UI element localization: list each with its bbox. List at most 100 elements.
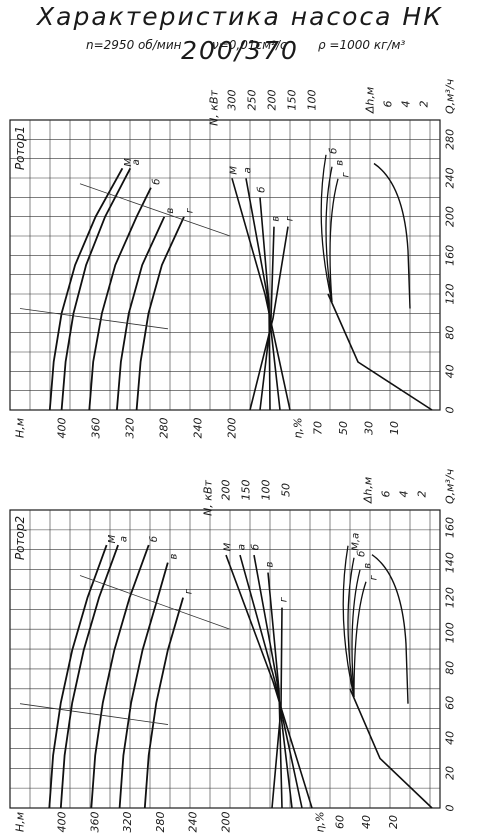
n-tick-label: 200	[266, 90, 279, 111]
h-tick-label: 200	[220, 812, 233, 833]
eta-axis-label: η,%	[314, 812, 327, 833]
q-tick-label: 20	[444, 766, 457, 780]
q-tick-label: 40	[444, 364, 457, 378]
head-curve-label: М	[123, 158, 134, 167]
power-curve	[259, 197, 271, 411]
npsh-curve-label: г	[369, 574, 380, 580]
working-zone-line	[79, 183, 231, 237]
q-tick-label: 100	[444, 622, 457, 643]
npsh-curve	[342, 545, 355, 697]
head-curve-label: в	[165, 208, 176, 214]
dh-tick-label: 2	[416, 491, 429, 498]
h-tick-label: 400	[56, 418, 69, 439]
npsh-curve-label: М,а	[351, 533, 362, 551]
npsh-curve-label: г	[341, 171, 352, 177]
q-tick-label: 40	[444, 731, 457, 745]
q-axis-label: Q,м³/ч	[444, 468, 457, 504]
power-curve	[245, 178, 281, 411]
h-axis-label: H,м	[14, 418, 27, 438]
h-tick-label: 280	[154, 812, 167, 833]
eta-tick-label: 20	[387, 815, 400, 829]
q-tick-label: 200	[444, 206, 457, 227]
eta-tick-label: 50	[337, 421, 350, 435]
chart-title: Характеристика насоса НК 200/370	[37, 2, 443, 65]
plot-frame-2	[9, 509, 441, 809]
power-curve	[267, 572, 283, 809]
eta-tick-label: 60	[334, 815, 347, 829]
power-curve-label: а	[237, 544, 248, 550]
npsh-curve-label: в	[335, 160, 346, 166]
power-curve-label: в	[271, 216, 282, 222]
n-tick-label: 300	[226, 90, 239, 111]
head-curve-label: а	[119, 536, 130, 542]
n-tick-label: 100	[260, 480, 273, 501]
param-density: ρ =1000 кг/м³	[318, 38, 406, 52]
power-curve-label: б	[256, 187, 268, 193]
head-curve-label: б	[150, 179, 162, 185]
q-tick-label: 160	[444, 245, 457, 266]
eta-tick-label: 10	[388, 421, 401, 435]
npsh-curve	[325, 166, 333, 303]
power-curve-label: г	[279, 596, 290, 602]
head-curve	[59, 544, 119, 809]
n-tick-label: 50	[280, 483, 293, 497]
dh-tick-label: 6	[382, 101, 395, 108]
h-tick-label: 200	[226, 418, 239, 439]
eta-tick-label: 70	[312, 421, 325, 435]
n-tick-label: 150	[286, 90, 299, 111]
head-curve-label: М	[107, 534, 118, 543]
head-curve	[60, 167, 132, 411]
q-tick-label: 160	[444, 517, 457, 538]
dh-axis-label: Δh,м	[364, 87, 377, 114]
power-curve	[225, 554, 313, 809]
h-tick-label: 320	[121, 812, 134, 833]
head-curve-label: г	[184, 588, 195, 594]
eta-tick-label: 40	[360, 815, 373, 829]
q-tick-label: 0	[444, 805, 457, 812]
q-tick-label: 80	[444, 326, 457, 340]
power-curve	[231, 178, 291, 411]
npsh-curve-label: в	[363, 563, 374, 569]
head-curve	[135, 216, 185, 411]
npsh-curve	[329, 178, 339, 303]
working-zone-line	[19, 308, 169, 330]
dh-tick-label: 2	[418, 101, 431, 108]
eta-tick-label: 30	[363, 421, 376, 435]
working-zone-line	[79, 575, 231, 630]
n-tick-label: 250	[246, 90, 259, 111]
power-curve	[271, 607, 283, 809]
param-speed: n=2950 об/мин	[86, 38, 182, 52]
power-curve	[249, 226, 289, 411]
npsh-curve-label: б	[328, 148, 340, 154]
efficiency-curve	[349, 688, 433, 809]
h-tick-label: 240	[192, 418, 205, 439]
head-curve-label: а	[131, 159, 142, 165]
working-zone-line	[19, 703, 169, 725]
rotor-label: Ротор2	[13, 516, 27, 560]
power-curve	[239, 554, 303, 809]
head-curve	[143, 597, 184, 809]
h-tick-label: 320	[124, 418, 137, 439]
q-tick-label: 280	[444, 129, 457, 150]
q-tick-label: 60	[444, 696, 457, 710]
power-curve-label: б	[250, 544, 262, 550]
npsh-curve-label: б	[356, 551, 368, 557]
param-viscosity: ν=0,01см²/с	[212, 38, 287, 52]
power-curve-label: М	[229, 166, 240, 175]
power-curve	[253, 554, 293, 809]
q-axis-label: Q,м³/ч	[444, 78, 457, 114]
q-tick-label: 120	[444, 587, 457, 608]
npsh-limit-curve	[371, 554, 409, 704]
head-curve	[90, 544, 150, 809]
q-tick-label: 140	[444, 552, 457, 573]
npsh-curve	[353, 581, 367, 697]
q-tick-label: 120	[444, 284, 457, 305]
npsh-curve	[320, 154, 333, 303]
power-curve-label: а	[243, 167, 254, 173]
plot-frame-1	[9, 119, 441, 411]
h-axis-label: H,м	[14, 812, 27, 832]
dh-tick-label: 6	[380, 491, 393, 498]
head-curve	[48, 167, 124, 411]
h-tick-label: 360	[90, 418, 103, 439]
